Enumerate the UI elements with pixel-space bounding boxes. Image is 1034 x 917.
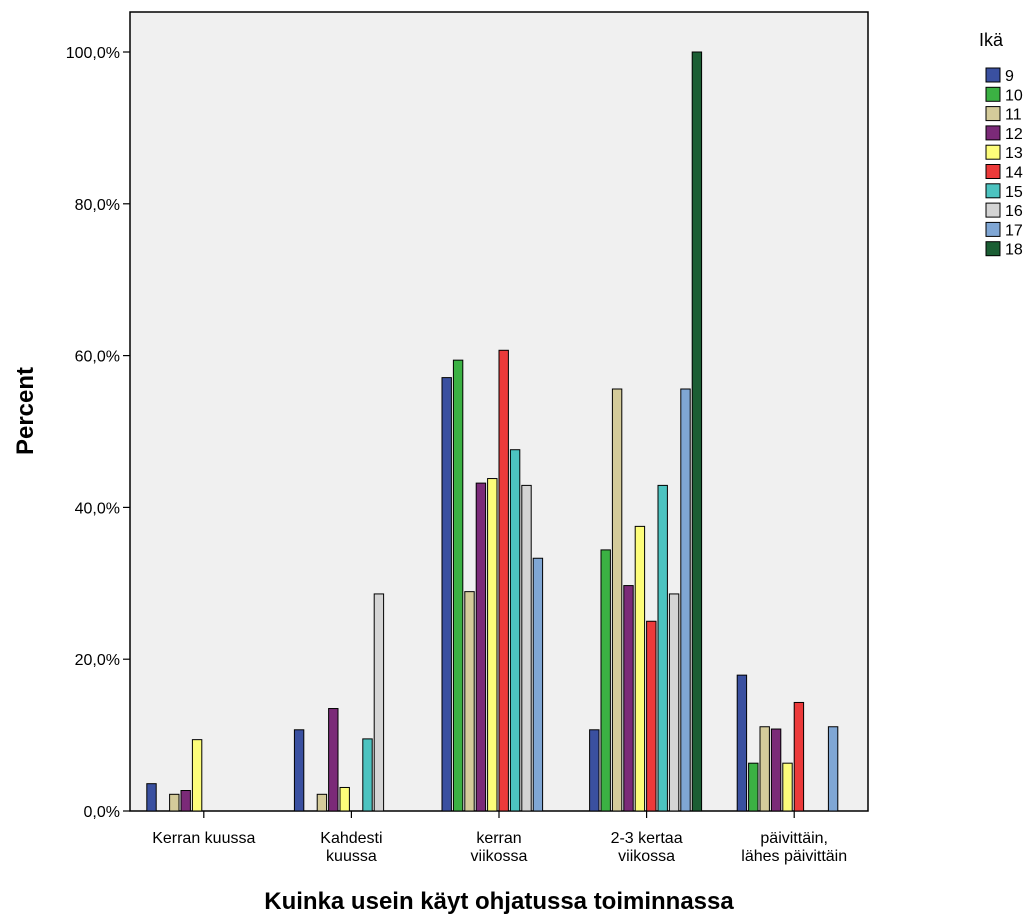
x-tick-label: viikossa <box>471 848 528 865</box>
legend-label-15: 15 <box>1005 184 1023 201</box>
legend-label-18: 18 <box>1005 242 1023 259</box>
legend-label-10: 10 <box>1005 87 1023 104</box>
bar-16-cat2 <box>521 484 532 812</box>
bar-9-cat3 <box>589 729 600 812</box>
bar-12-cat3 <box>623 585 634 812</box>
legend-label-17: 17 <box>1005 222 1023 239</box>
bar-10-cat3 <box>600 549 611 812</box>
legend-swatch-16 <box>985 202 1001 218</box>
bar-14-cat2 <box>498 349 509 812</box>
legend-label-11: 11 <box>1005 107 1022 124</box>
legend: Ikä 9 10 11 12 13 14 15 16 17 18 <box>979 30 1023 259</box>
bar-10-cat2 <box>452 359 464 812</box>
bar-12-cat1 <box>328 708 339 812</box>
bar-9-cat2 <box>441 377 452 812</box>
bar-15-cat1 <box>362 738 373 812</box>
x-tick-label: kerran <box>476 830 521 847</box>
bar-13-cat4 <box>782 762 793 812</box>
x-tick-label: lähes päivittäin <box>741 848 847 865</box>
bar-18-cat3 <box>691 51 703 812</box>
y-axis: 0,0% 20,0% 40,0% 60,0% 80,0% 100,0% <box>66 45 130 821</box>
bar-16-cat1 <box>373 593 385 812</box>
bar-11-cat2 <box>464 591 475 812</box>
bar-11-cat3 <box>611 388 623 812</box>
bar-13-cat0 <box>191 739 203 812</box>
legend-swatch-15 <box>985 183 1001 199</box>
legend-swatch-9 <box>985 67 1001 83</box>
legend-label-13: 13 <box>1005 145 1023 162</box>
bar-17-cat2 <box>532 557 544 812</box>
y-tick-label: 100,0% <box>66 45 120 62</box>
legend-swatch-11 <box>985 106 1001 122</box>
legend-swatch-13 <box>985 144 1001 160</box>
bar-11-cat0 <box>169 793 180 812</box>
y-axis-title: Percent <box>12 367 39 455</box>
bar-9-cat1 <box>293 729 305 812</box>
bar-13-cat1 <box>339 786 350 812</box>
bar-12-cat0 <box>180 790 191 812</box>
legend-label-12: 12 <box>1005 126 1023 143</box>
bars-layer <box>146 51 839 812</box>
bar-11-cat1 <box>316 793 328 812</box>
x-tick-label: 2-3 kertaa <box>611 830 683 847</box>
bar-14-cat4 <box>793 701 805 812</box>
legend-label-9: 9 <box>1005 68 1014 85</box>
bar-12-cat2 <box>475 482 487 812</box>
y-tick-label: 20,0% <box>75 652 120 669</box>
legend-swatch-14 <box>985 164 1001 179</box>
legend-swatch-17 <box>985 221 1001 237</box>
legend-swatch-10 <box>985 86 1001 102</box>
bar-17-cat3 <box>680 388 691 812</box>
x-tick-label: Kahdesti <box>320 830 382 847</box>
legend-swatch-18 <box>985 241 1001 257</box>
bar-12-cat4 <box>770 728 782 812</box>
bar-11-cat4 <box>759 726 770 812</box>
x-tick-label: kuussa <box>326 848 377 865</box>
x-tick-label: Kerran kuussa <box>152 830 255 847</box>
bar-14-cat3 <box>646 620 657 812</box>
bar-15-cat3 <box>657 484 668 812</box>
y-tick-label: 60,0% <box>75 349 120 366</box>
x-tick-label: viikossa <box>618 848 675 865</box>
y-tick-label: 80,0% <box>75 197 120 214</box>
x-axis-title: Kuinka usein käyt ohjatussa toiminnassa <box>264 888 734 915</box>
bar-9-cat0 <box>146 783 157 812</box>
legend-label-14: 14 <box>1005 165 1023 182</box>
bar-13-cat3 <box>634 525 646 812</box>
legend-swatch-12 <box>985 125 1001 141</box>
legend-title: Ikä <box>979 30 1004 50</box>
bar-13-cat2 <box>487 478 498 812</box>
bar-15-cat2 <box>509 449 521 812</box>
bar-9-cat4 <box>736 674 748 812</box>
y-tick-label: 40,0% <box>75 500 120 517</box>
y-tick-label: 0,0% <box>84 804 120 821</box>
bar-17-cat4 <box>827 726 839 812</box>
x-tick-label: päivittäin, <box>760 830 828 847</box>
bar-10-cat4 <box>748 762 759 812</box>
legend-label-16: 16 <box>1005 203 1023 220</box>
x-axis: Kerran kuussa Kahdestikuussakerranviikoss… <box>152 811 847 865</box>
bar-16-cat3 <box>668 593 680 812</box>
